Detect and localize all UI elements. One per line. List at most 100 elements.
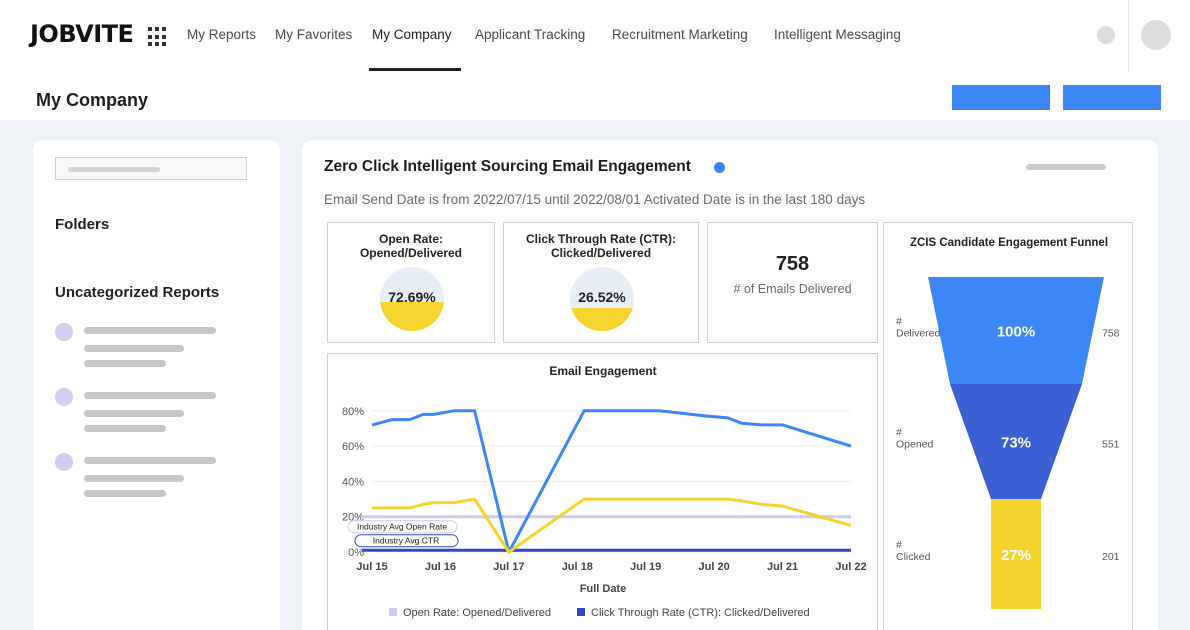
- x-tick-label: Jul 18: [562, 561, 593, 573]
- placeholder-line: [84, 360, 166, 367]
- funnel-stage-name: Delivered: [896, 328, 941, 340]
- nav-intelligent-messaging[interactable]: Intelligent Messaging: [774, 27, 901, 42]
- placeholder-line: [84, 345, 184, 352]
- funnel-stage-clicked: [991, 499, 1041, 609]
- x-tick-label: Jul 19: [630, 561, 661, 573]
- email-engagement-chart: Email Engagement 0% 20% 40% 60% 80% Jul 15 Jul …: [327, 353, 878, 630]
- top-nav: JOBVITE My Reports My Favorites My Compa…: [0, 0, 1190, 72]
- nav-applicant-tracking[interactable]: Applicant Tracking: [475, 27, 586, 42]
- industry-ctr-pill: [354, 534, 459, 548]
- sidebar-report-item[interactable]: [55, 323, 255, 373]
- y-tick-label: 80%: [342, 406, 364, 418]
- report-icon: [55, 323, 73, 341]
- apps-grid-icon[interactable]: [148, 27, 168, 47]
- legend-swatch-ctr: [577, 608, 585, 616]
- industry-open-rate-pill: [347, 520, 458, 534]
- folders-heading[interactable]: Folders: [55, 216, 110, 233]
- open-rate-label-1: Open Rate:: [378, 232, 443, 246]
- header-action-button-2[interactable]: [1063, 85, 1161, 110]
- x-axis-title: Full Date: [580, 583, 626, 595]
- open-rate-card: Open Rate: Opened/Delivered 72.69%: [327, 222, 495, 343]
- nav-recruitment-marketing[interactable]: Recruitment Marketing: [612, 27, 748, 42]
- open-rate-series-line: [372, 497, 852, 554]
- ctr-gauge: 26.52%: [570, 267, 634, 331]
- sidebar: Folders Uncategorized Reports: [33, 140, 280, 630]
- report-filter-text: Email Send Date is from 2022/07/15 until…: [324, 192, 866, 207]
- open-rate-value: 72.69%: [388, 289, 436, 305]
- x-tick-label: Jul 21: [767, 561, 798, 573]
- funnel-chart-svg: ZCIS Candidate Engagement Funnel100%#Del…: [896, 237, 1120, 609]
- legend-label-open-rate: Open Rate: Opened/Delivered: [403, 607, 551, 619]
- uncategorized-reports-heading[interactable]: Uncategorized Reports: [55, 284, 220, 301]
- funnel-stage-hash: #: [896, 539, 902, 551]
- funnel-percent-label: 100%: [997, 324, 1035, 341]
- funnel-percent-label: 27%: [1001, 547, 1031, 564]
- nav-divider: [1128, 0, 1129, 72]
- funnel-stage-hash: #: [896, 316, 902, 328]
- placeholder-line: [84, 475, 184, 482]
- industry-ctr-label: Industry Avg CTR: [373, 536, 439, 546]
- notification-icon[interactable]: [1097, 26, 1115, 44]
- sidebar-report-item[interactable]: [55, 388, 255, 438]
- report-menu-handle[interactable]: [1026, 164, 1106, 170]
- report-icon: [55, 388, 73, 406]
- header-action-button-1[interactable]: [952, 85, 1050, 110]
- funnel-stage-opened: [950, 384, 1082, 499]
- open-rate-gauge: 72.69%: [380, 267, 444, 331]
- search-placeholder-bar: [68, 167, 160, 172]
- gauge-fill: [380, 302, 444, 331]
- x-tick-label: Jul 22: [835, 561, 866, 573]
- nav-my-company[interactable]: My Company: [372, 27, 452, 42]
- funnel-stage-count: 758: [1102, 328, 1120, 340]
- x-tick-label: Jul 20: [699, 561, 730, 573]
- sidebar-report-item[interactable]: [55, 453, 255, 503]
- ctr-label-1: Click Through Rate (CTR):: [526, 232, 676, 246]
- y-tick-label: 60%: [342, 441, 364, 453]
- chart-title: Email Engagement: [549, 364, 656, 378]
- ctr-value: 26.52%: [578, 289, 626, 305]
- y-tick-label: 0%: [348, 547, 364, 559]
- user-avatar[interactable]: [1141, 20, 1171, 50]
- legend-swatch-open-rate: [389, 608, 397, 616]
- x-tick-label: Jul 17: [493, 561, 524, 573]
- x-tick-label: Jul 15: [356, 561, 387, 573]
- report-title: Zero Click Intelligent Sourcing Email En…: [324, 158, 691, 175]
- nav-my-reports[interactable]: My Reports: [187, 27, 257, 42]
- x-tick-label: Jul 16: [425, 561, 456, 573]
- page-title: My Company: [36, 90, 149, 110]
- gauge-fill: [570, 308, 634, 331]
- funnel-percent-label: 73%: [1001, 435, 1031, 452]
- funnel-stage-count: 551: [1102, 439, 1120, 451]
- y-tick-label: 40%: [342, 476, 364, 488]
- report-panel: Zero Click Intelligent Sourcing Email En…: [302, 140, 1158, 630]
- funnel-title: ZCIS Candidate Engagement Funnel: [910, 237, 1108, 249]
- emails-delivered-card: 758 # of Emails Delivered: [707, 222, 878, 343]
- status-dot-icon: [714, 162, 725, 173]
- active-tab-indicator: [369, 68, 461, 71]
- placeholder-line: [84, 410, 184, 417]
- nav-my-favorites[interactable]: My Favorites: [275, 27, 353, 42]
- funnel-stage-hash: #: [896, 427, 902, 439]
- placeholder-line: [84, 457, 216, 464]
- sidebar-search-input[interactable]: [55, 157, 247, 180]
- open-rate-label-2: Opened/Delivered: [359, 246, 463, 260]
- emails-delivered-label: # of Emails Delivered: [733, 282, 852, 296]
- ctr-label-2: Clicked/Delivered: [550, 246, 652, 260]
- funnel-stage-name: Clicked: [896, 551, 931, 563]
- industry-open-rate-label: Industry Avg Open Rate: [357, 522, 447, 532]
- placeholder-line: [84, 327, 216, 334]
- funnel-stage-count: 201: [1102, 551, 1120, 563]
- funnel-stage-name: Opened: [896, 439, 934, 451]
- ctr-series-line: [371, 409, 852, 554]
- report-icon: [55, 453, 73, 471]
- funnel-stage-delivered: [928, 277, 1104, 384]
- engagement-funnel-card: ZCIS Candidate Engagement Funnel 100% # Del…: [883, 222, 1133, 630]
- jobvite-logo[interactable]: JOBVITE: [30, 20, 134, 48]
- legend-label-ctr: Click Through Rate (CTR): Clicked/Delive…: [591, 607, 810, 619]
- page-header: My Company: [0, 72, 1190, 120]
- placeholder-line: [84, 392, 216, 399]
- ctr-card: Click Through Rate (CTR): Clicked/Delive…: [503, 222, 699, 343]
- emails-delivered-value: 758: [775, 253, 810, 275]
- placeholder-line: [84, 490, 166, 497]
